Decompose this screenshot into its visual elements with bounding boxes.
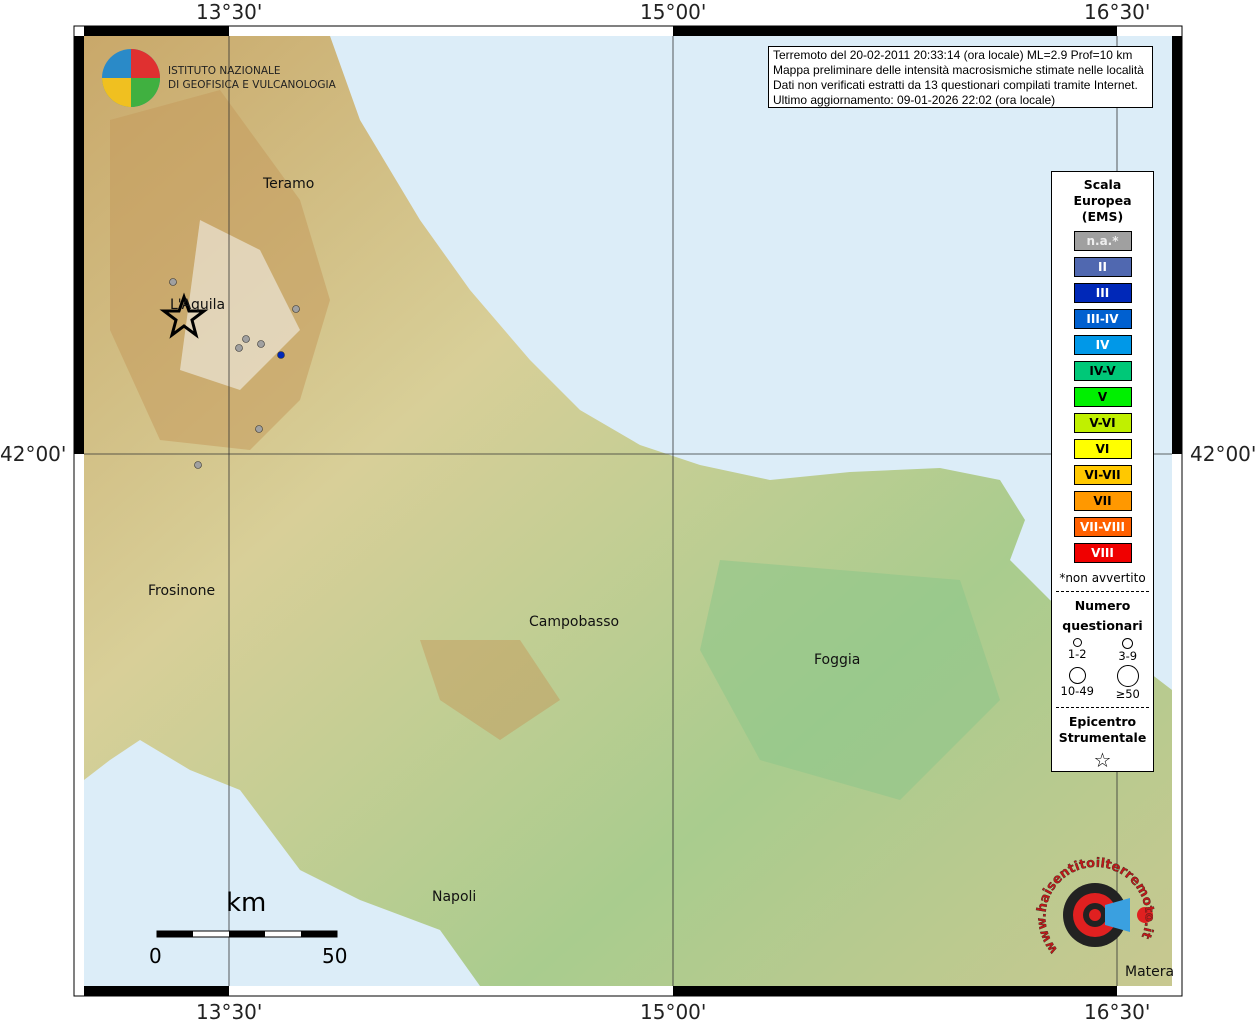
lon-label-bottom-3: 16°30' bbox=[1084, 1000, 1151, 1024]
tavoliere-plain bbox=[700, 560, 1000, 800]
legend-swatch: V-VI bbox=[1073, 413, 1132, 433]
info-line-map: Mappa preliminare delle intensità macros… bbox=[773, 63, 1144, 77]
size-circle-icon bbox=[1068, 667, 1086, 684]
intensity-point[interactable] bbox=[235, 344, 243, 352]
event-info-box: Terremoto del 20-02-2011 20:33:14 (ora l… bbox=[768, 46, 1153, 108]
matese-relief bbox=[420, 640, 560, 740]
frame-ticks bbox=[74, 26, 1182, 996]
size-circle-icon bbox=[1122, 638, 1134, 649]
lon-label-top-1: 13°30' bbox=[196, 0, 263, 24]
intensity-point[interactable] bbox=[292, 305, 300, 313]
intensity-point[interactable] bbox=[277, 351, 285, 359]
legend-title-1: Scala bbox=[1083, 177, 1122, 192]
size-title-2: questionari bbox=[1062, 618, 1143, 633]
legend: Scala Europea (EMS) n.a.* II III III-IV IV IV… bbox=[1051, 171, 1154, 772]
size-circle-icon bbox=[1116, 665, 1139, 687]
high-peaks bbox=[180, 220, 300, 390]
lon-label-bottom-2: 15°00' bbox=[640, 1000, 707, 1024]
city-label: Foggia bbox=[814, 652, 861, 668]
logo-line-1: ISTITUTO NAZIONALE bbox=[168, 65, 281, 77]
legend-swatch: VII bbox=[1073, 491, 1132, 511]
size-label: 10-49 bbox=[1060, 684, 1094, 698]
legend-title-2: Europea bbox=[1073, 193, 1132, 208]
legend-swatch: V bbox=[1073, 387, 1132, 407]
size-circle-icon bbox=[1072, 638, 1082, 647]
city-label: Frosinone bbox=[148, 583, 216, 599]
lon-label-top-2: 15°00' bbox=[640, 0, 707, 24]
legend-swatch: III-IV bbox=[1073, 309, 1132, 329]
city-label: L'Aquila bbox=[170, 297, 226, 313]
intensity-point[interactable] bbox=[194, 461, 202, 469]
size-title-1: Numero bbox=[1074, 598, 1131, 613]
intensity-point[interactable] bbox=[169, 278, 177, 286]
legend-swatch: VIII bbox=[1073, 543, 1132, 563]
city-label: Teramo bbox=[263, 176, 315, 192]
ingv-logo-icon bbox=[102, 49, 160, 107]
legend-swatch: VI bbox=[1073, 439, 1132, 459]
intensity-point[interactable] bbox=[242, 335, 250, 343]
logo-line-2: DI GEOFISICA E VULCANOLOGIA bbox=[168, 79, 336, 91]
info-line-event: Terremoto del 20-02-2011 20:33:14 (ora l… bbox=[773, 48, 1133, 62]
legend-swatch: VI-VII bbox=[1073, 465, 1132, 485]
size-legend: 1-2 3-9 10-49 ≥50 bbox=[1052, 638, 1153, 701]
lat-label-right: 42°00' bbox=[1190, 442, 1255, 466]
legend-note: *non avvertito bbox=[1059, 571, 1146, 585]
legend-swatch: n.a.* bbox=[1073, 231, 1132, 251]
city-label: Campobasso bbox=[529, 614, 620, 630]
scale-bar bbox=[156, 930, 338, 938]
ingv-logo-text: ISTITUTO NAZIONALE DI GEOFISICA E VULCAN… bbox=[168, 64, 336, 92]
info-line-update: Ultimo aggiornamento: 09-01-2026 22:02 (… bbox=[773, 93, 1056, 107]
city-label: Matera bbox=[1125, 964, 1175, 980]
size-label: ≥50 bbox=[1115, 687, 1140, 701]
lon-label-top-3: 16°30' bbox=[1084, 0, 1151, 24]
legend-swatch: II bbox=[1073, 257, 1132, 277]
legend-swatch: IV bbox=[1073, 335, 1132, 355]
info-line-data: Dati non verificati estratti da 13 quest… bbox=[773, 78, 1138, 92]
epi-title-1: Epicentro bbox=[1068, 714, 1137, 729]
size-label: 3-9 bbox=[1118, 649, 1138, 663]
scale-min: 0 bbox=[149, 944, 162, 968]
legend-swatch: III bbox=[1073, 283, 1132, 303]
epi-title-2: Strumentale bbox=[1058, 730, 1147, 745]
legend-swatch: VII-VIII bbox=[1073, 517, 1132, 537]
legend-title-3: (EMS) bbox=[1081, 209, 1124, 224]
scale-max: 50 bbox=[322, 944, 348, 968]
intensity-point[interactable] bbox=[255, 425, 263, 433]
map-frame bbox=[73, 25, 1183, 997]
scale-unit: km bbox=[226, 888, 267, 918]
lat-label-left: 42°00' bbox=[0, 442, 67, 466]
intensity-point[interactable] bbox=[257, 340, 265, 348]
size-label: 1-2 bbox=[1067, 647, 1087, 661]
city-label: Napoli bbox=[432, 889, 477, 905]
legend-star-icon: ☆ bbox=[1093, 748, 1112, 772]
lon-label-bottom-1: 13°30' bbox=[196, 1000, 263, 1024]
epicenter-star-icon[interactable] bbox=[159, 292, 209, 339]
legend-swatch: IV-V bbox=[1073, 361, 1132, 381]
